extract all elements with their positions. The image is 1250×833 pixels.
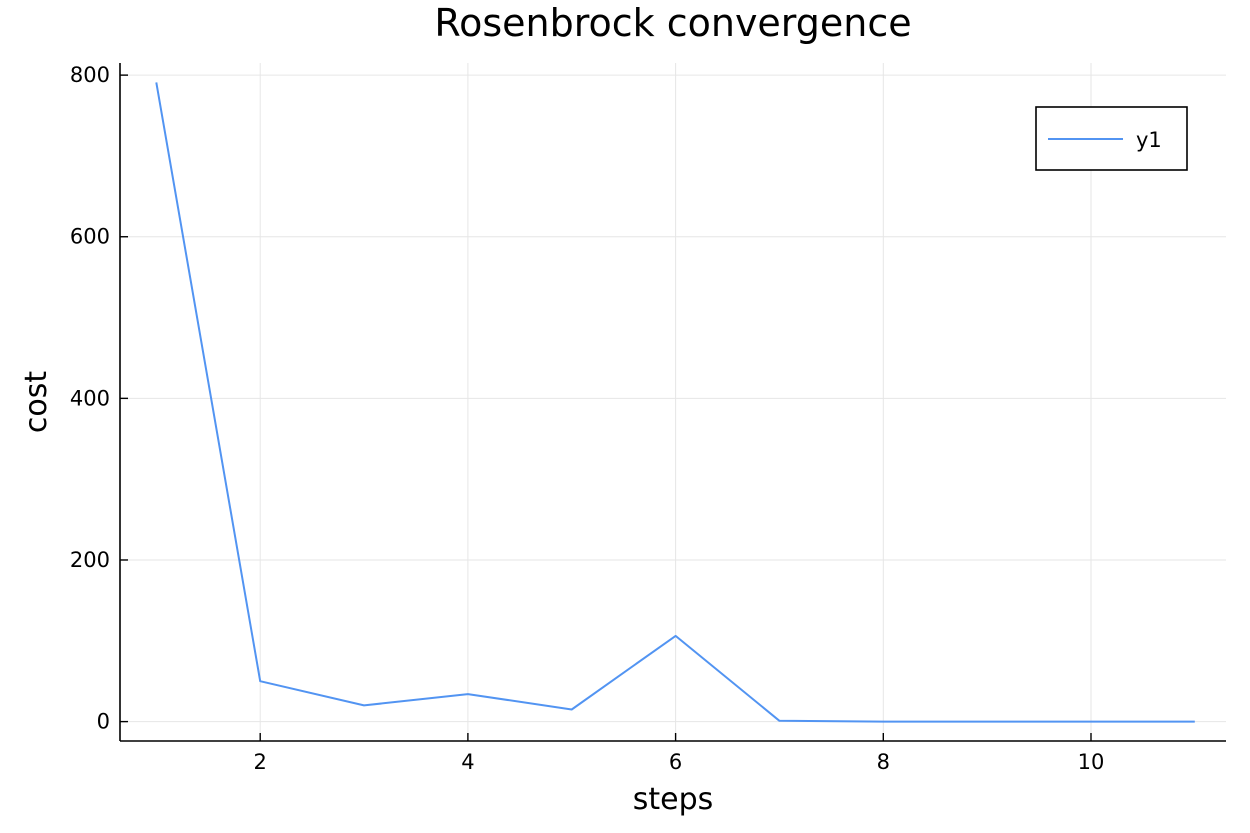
legend-label-y1: y1: [1136, 128, 1162, 152]
x-tick-label: 6: [669, 750, 682, 774]
x-tick-label: 2: [254, 750, 267, 774]
grid-lines: [120, 63, 1226, 741]
series-layer: [155, 82, 1195, 723]
y-tick-label: 400: [70, 386, 110, 410]
legend: y1: [1035, 106, 1188, 171]
series-line-y1: [155, 82, 1195, 723]
y-tick-label: 800: [70, 63, 110, 87]
axes: [119, 63, 1226, 742]
x-tick-label: 8: [877, 750, 890, 774]
x-axis-label: steps: [633, 782, 714, 817]
y-tick-label: 200: [70, 548, 110, 572]
x-tick-label: 4: [461, 750, 474, 774]
ticks: 2 4 6 8 10 0 200 400 600 800: [70, 63, 1104, 774]
x-tick-label: 10: [1078, 750, 1105, 774]
y-tick-label: 0: [97, 710, 110, 734]
chart-title: Rosenbrock convergence: [434, 1, 911, 45]
y-tick-label: 600: [70, 225, 110, 249]
y-axis-label: cost: [19, 371, 54, 433]
